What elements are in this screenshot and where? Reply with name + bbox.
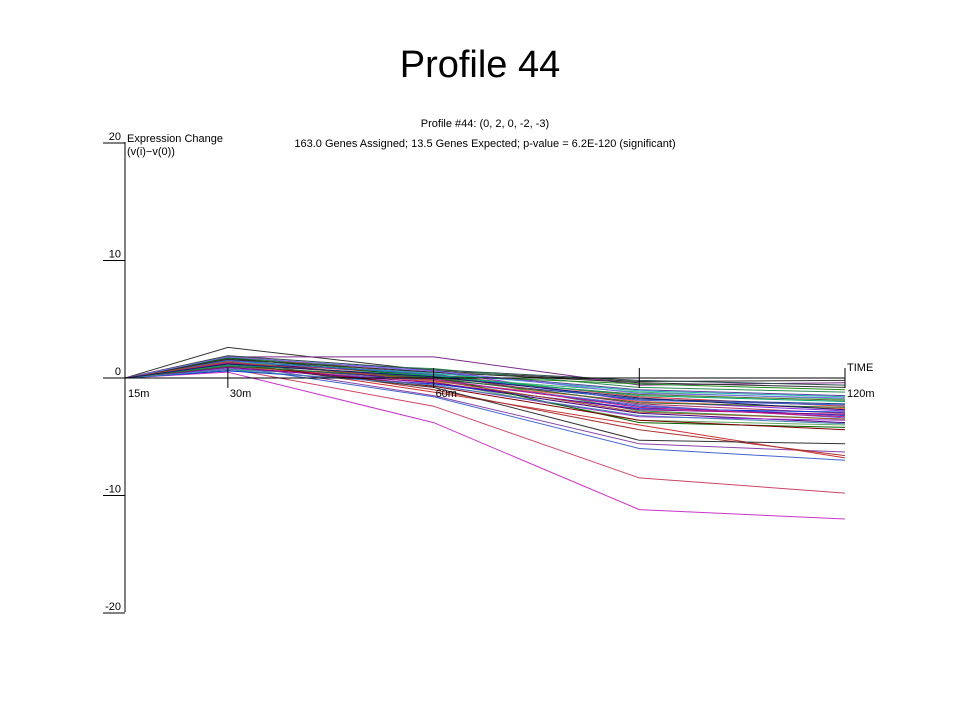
y-tick-label: 10 xyxy=(109,249,121,261)
chart-title: Profile #44: (0, 2, 0, -2, -3) xyxy=(421,118,549,130)
y-tick-label: 0 xyxy=(115,366,121,378)
y-tick-label: -20 xyxy=(105,601,121,613)
slide-title: Profile 44 xyxy=(399,44,561,86)
y-tick-label: -10 xyxy=(105,484,121,496)
axis-layer: 20 10 0 -10 -20 15m 30m 60m 120m TIME xyxy=(103,131,875,614)
x-axis-label: TIME xyxy=(847,362,873,374)
y-tick-label: 20 xyxy=(109,131,121,143)
x-tick-label: 15m xyxy=(128,388,149,400)
series-layer xyxy=(124,346,846,520)
x-tick-label: 30m xyxy=(230,388,251,400)
chart-subtitle: 163.0 Genes Assigned; 13.5 Genes Expecte… xyxy=(294,138,675,150)
y-axis-label: Expression Change xyxy=(127,133,223,145)
y-axis-label-formula: (v(i)−v(0)) xyxy=(127,146,175,158)
x-tick-label: 120m xyxy=(847,388,875,400)
x-tick-label: 60m xyxy=(436,388,457,400)
gene-series-line-3 xyxy=(124,371,846,520)
